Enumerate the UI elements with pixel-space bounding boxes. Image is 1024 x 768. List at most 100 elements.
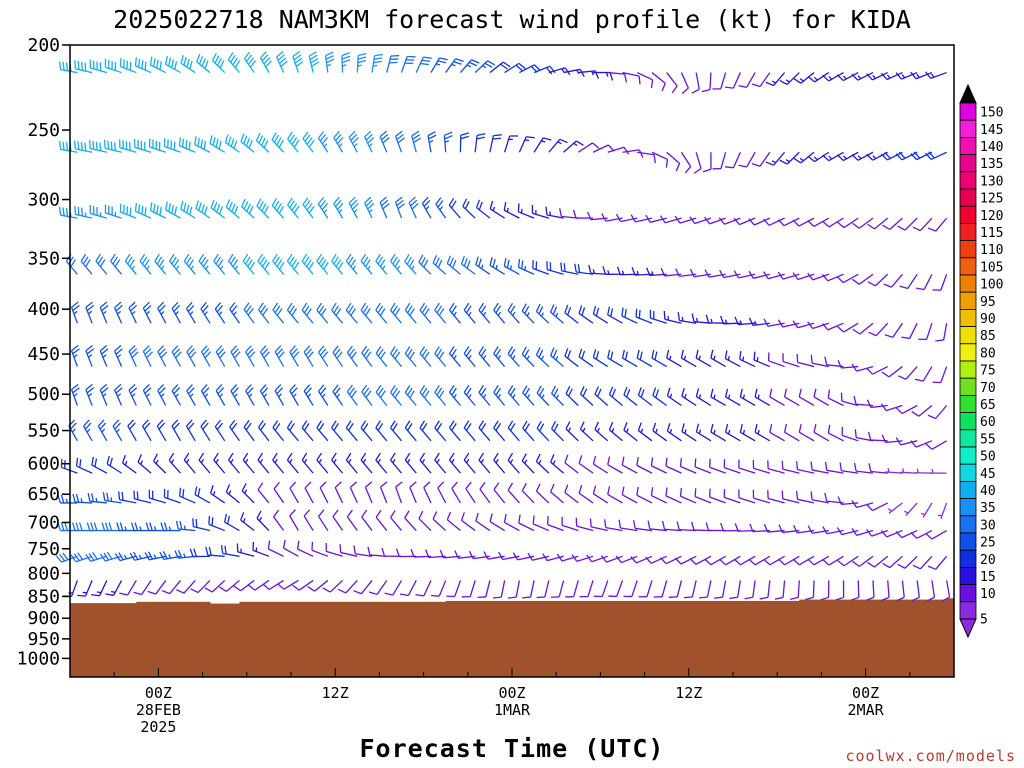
wind-barb	[556, 553, 579, 562]
wind-barb	[841, 426, 859, 442]
wind-barb	[503, 201, 520, 219]
wind-barb	[926, 580, 936, 602]
wind-barbs	[55, 51, 951, 602]
wind-barb	[255, 132, 270, 153]
wind-barb	[507, 420, 520, 442]
x-tick-label: 00Z	[498, 684, 525, 702]
wind-barb	[257, 420, 270, 442]
y-tick-label: 900	[27, 608, 60, 629]
wind-barb	[608, 580, 624, 598]
wind-barb	[535, 483, 550, 504]
wind-barb	[144, 551, 166, 561]
wind-barb	[148, 138, 166, 153]
colorbar-label: 105	[980, 260, 1003, 275]
colorbar-bottom-arrow	[959, 618, 977, 639]
y-tick-label: 1000	[17, 648, 60, 669]
wind-barb	[551, 421, 565, 442]
wind-barb	[339, 544, 358, 557]
wind-barb	[666, 72, 678, 94]
wind-barb	[404, 254, 417, 275]
colorbar-swatch	[959, 498, 977, 517]
wind-barb	[866, 365, 888, 375]
wind-barb	[535, 453, 550, 474]
wind-barb	[850, 580, 860, 601]
wind-barb	[810, 354, 829, 368]
wind-barb	[695, 349, 712, 368]
wind-barb	[792, 217, 815, 227]
wind-barb	[116, 522, 137, 532]
wind-barb	[477, 580, 491, 599]
wind-barb	[304, 481, 314, 504]
wind-barb	[621, 456, 638, 474]
wind-barb	[763, 217, 785, 226]
wind-barb	[866, 71, 888, 81]
wind-barb	[650, 487, 667, 504]
colorbar-swatch	[959, 308, 977, 327]
wind-barb	[245, 384, 255, 406]
wind-barb	[897, 555, 918, 569]
wind-barb	[168, 452, 181, 474]
y-tick-label: 650	[27, 484, 60, 505]
wind-barb	[475, 512, 491, 532]
wind-barb	[200, 302, 211, 324]
wind-barb	[822, 71, 844, 82]
wind-barb	[301, 420, 314, 442]
wind-barb	[699, 580, 712, 599]
wind-barb	[356, 52, 367, 73]
wind-barb	[432, 511, 447, 532]
wind-barb	[390, 510, 402, 531]
wind-barb	[70, 383, 80, 406]
wind-barb	[448, 452, 461, 474]
wind-barb	[753, 351, 771, 368]
wind-barb	[289, 481, 299, 504]
wind-barb	[360, 452, 373, 474]
wind-barb	[384, 580, 403, 596]
wind-barb	[147, 580, 167, 595]
wind-barb	[204, 579, 226, 593]
wind-barb	[349, 481, 358, 504]
wind-barb	[604, 519, 623, 532]
wind-barb	[527, 552, 549, 561]
wind-barb	[213, 253, 226, 275]
wind-barb	[256, 198, 270, 219]
wind-barb	[443, 131, 453, 153]
wind-barb	[127, 419, 137, 442]
wind-barb	[183, 253, 196, 275]
wind-barb	[230, 345, 241, 367]
wind-barb	[489, 134, 502, 153]
wind-barb	[659, 215, 682, 224]
wind-barb	[242, 452, 255, 474]
wind-barb	[507, 452, 520, 474]
wind-barb	[164, 55, 181, 74]
wind-barb	[615, 555, 638, 564]
wind-barb	[189, 548, 210, 558]
wind-barb	[733, 555, 756, 566]
y-tick-label: 300	[27, 190, 60, 211]
colorbar-label: 85	[980, 329, 996, 344]
wind-barb	[286, 452, 299, 474]
wind-barb	[318, 384, 329, 406]
wind-barb	[769, 423, 785, 442]
wind-barb	[257, 482, 270, 504]
wind-barb	[607, 456, 623, 474]
wind-barb	[925, 440, 947, 450]
wind-barb	[592, 349, 609, 368]
wind-barb	[316, 302, 329, 324]
wind-barb	[618, 519, 638, 532]
wind-barb	[910, 440, 933, 448]
wind-barb	[297, 540, 314, 557]
wind-barb	[317, 131, 329, 153]
wind-barb	[273, 481, 285, 504]
wind-barb	[448, 346, 461, 367]
wind-barb	[277, 579, 299, 590]
y-tick-label: 200	[27, 35, 60, 56]
wind-barb	[129, 551, 152, 561]
wind-barb	[517, 258, 535, 275]
wind-barb	[738, 459, 756, 474]
wind-barb	[709, 488, 726, 504]
wind-barb	[89, 205, 108, 219]
wind-barb	[400, 55, 416, 73]
wind-barb	[781, 490, 800, 504]
wind-barb	[901, 322, 918, 340]
wind-barb	[368, 580, 388, 596]
